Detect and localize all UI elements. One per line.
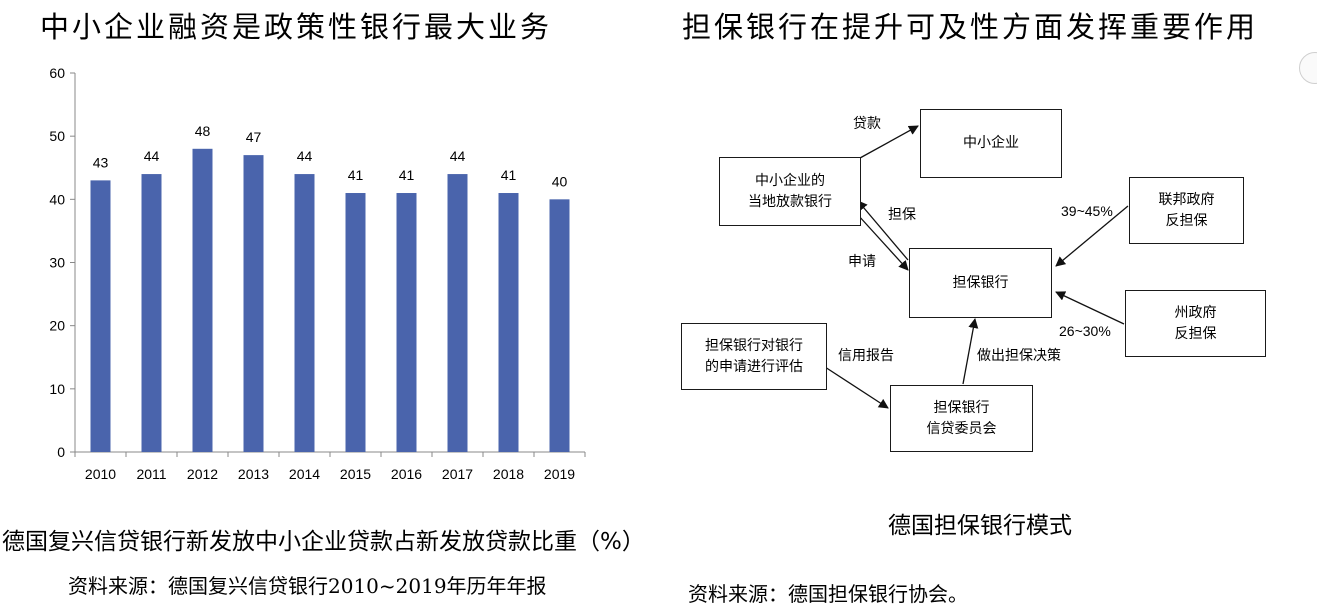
bar xyxy=(396,193,417,452)
edge-label-loan: 贷款 xyxy=(853,116,881,132)
right-diagram-caption: 德国担保银行模式 xyxy=(888,513,1072,539)
federal-gov-label-line2: 反担保 xyxy=(1165,212,1208,229)
right-source-note: 资料来源：德国担保银行协会。 xyxy=(688,582,968,606)
bar xyxy=(447,174,468,453)
bar-data-label: 40 xyxy=(552,173,568,189)
x-category-label: 2010 xyxy=(85,466,116,482)
edge-label-apply: 申请 xyxy=(848,254,876,270)
x-category-label: 2014 xyxy=(289,466,320,482)
y-tick-label: 30 xyxy=(49,255,65,271)
local-bank-label-line1: 中小企业的 xyxy=(755,172,825,189)
arrow-federal xyxy=(1055,205,1129,267)
bar xyxy=(549,199,570,452)
bar xyxy=(192,148,213,453)
edge-label-decision: 做出担保决策 xyxy=(977,348,1061,364)
arrow-state xyxy=(1055,291,1125,325)
y-tick-label: 50 xyxy=(49,128,65,144)
federal-gov-label-line1: 联邦政府 xyxy=(1158,191,1215,208)
arrow-loan xyxy=(859,125,919,159)
y-tick-label: 60 xyxy=(49,65,65,81)
bar xyxy=(141,174,162,453)
bar xyxy=(90,180,111,452)
arrow-guarantee xyxy=(857,200,909,261)
bar xyxy=(243,155,264,452)
x-category-label: 2019 xyxy=(544,466,575,482)
committee-node: 担保银行 信贷委员会 xyxy=(890,385,1033,452)
edge-label-state-share: 26~30% xyxy=(1059,323,1111,339)
left-chart-caption: 德国复兴信贷银行新发放中小企业贷款占新发放贷款比重（%） xyxy=(2,529,645,555)
local-bank-label-line2: 当地放款银行 xyxy=(748,193,832,210)
bar-data-label: 41 xyxy=(501,167,517,183)
edge-label-federal-share: 39~45% xyxy=(1061,203,1113,219)
x-category-label: 2016 xyxy=(391,466,422,482)
edge-label-guarantee: 担保 xyxy=(888,207,916,223)
bar-data-label: 47 xyxy=(246,129,262,145)
arrow-decision xyxy=(962,318,979,385)
y-tick-label: 0 xyxy=(57,444,65,460)
bar xyxy=(294,174,315,453)
bar xyxy=(498,193,519,452)
arrow-credit-report xyxy=(824,366,889,409)
bar-data-label: 41 xyxy=(348,167,364,183)
evaluation-node: 担保银行对银行 的申请进行评估 xyxy=(681,323,827,390)
x-category-label: 2018 xyxy=(493,466,524,482)
sme-node-label: 中小企业 xyxy=(963,135,1019,151)
sme-loan-share-bar-chart: 0 10 20 30 40 50 60 43 2010 44 2011 48 2012 47 2013 44 2… xyxy=(49,65,586,482)
state-gov-node: 州政府 反担保 xyxy=(1125,290,1266,357)
guarantee-bank-label: 担保银行 xyxy=(952,274,1009,291)
y-tick-label: 20 xyxy=(49,318,65,334)
edge-label-credit-report: 信用报告 xyxy=(838,348,894,364)
federal-gov-node: 联邦政府 反担保 xyxy=(1129,177,1244,244)
bar-data-label: 48 xyxy=(195,123,211,139)
x-category-label: 2015 xyxy=(340,466,371,482)
x-category-label: 2013 xyxy=(238,466,269,482)
left-source-note: 资料来源：德国复兴信贷银行2010~2019年历年年报 xyxy=(68,574,547,598)
sme-node: 中小企业 xyxy=(920,109,1062,178)
bar-data-label: 43 xyxy=(93,154,109,170)
guarantee-bank-model-diagram: 中小企业 中小企业的 当地放款银行 担保银行 联邦政府 反担保 州政府 反担保 担保银… xyxy=(660,80,1300,480)
x-category-label: 2012 xyxy=(187,466,218,482)
bar xyxy=(345,193,366,452)
state-gov-label-line1: 州政府 xyxy=(1174,304,1217,321)
bar-data-label: 44 xyxy=(144,148,160,164)
guarantee-bank-node: 担保银行 xyxy=(909,248,1052,318)
local-bank-node: 中小企业的当地放款银行 xyxy=(719,157,861,226)
bar-data-label: 41 xyxy=(399,167,415,183)
x-category-label: 2017 xyxy=(442,466,473,482)
diagram-arrows xyxy=(824,125,1129,409)
right-diagram-title: 担保银行在提升可及性方面发挥重要作用 xyxy=(682,10,1259,44)
bar-data-label: 44 xyxy=(297,148,313,164)
left-chart-title: 中小企业融资是政策性银行最大业务 xyxy=(40,10,553,44)
state-gov-label-line2: 反担保 xyxy=(1174,325,1217,342)
committee-label-line2: 信贷委员会 xyxy=(926,420,997,437)
y-tick-label: 40 xyxy=(49,191,65,207)
committee-label-line1: 担保银行 xyxy=(933,399,990,416)
x-category-label: 2011 xyxy=(136,466,166,482)
evaluation-label-line1: 担保银行对银行 xyxy=(705,337,803,354)
bar-data-label: 44 xyxy=(450,148,466,164)
evaluation-label-line2: 的申请进行评估 xyxy=(705,358,803,375)
side-scroll-button[interactable] xyxy=(1299,52,1317,84)
y-tick-label: 10 xyxy=(49,381,65,397)
arrow-apply xyxy=(857,214,909,271)
